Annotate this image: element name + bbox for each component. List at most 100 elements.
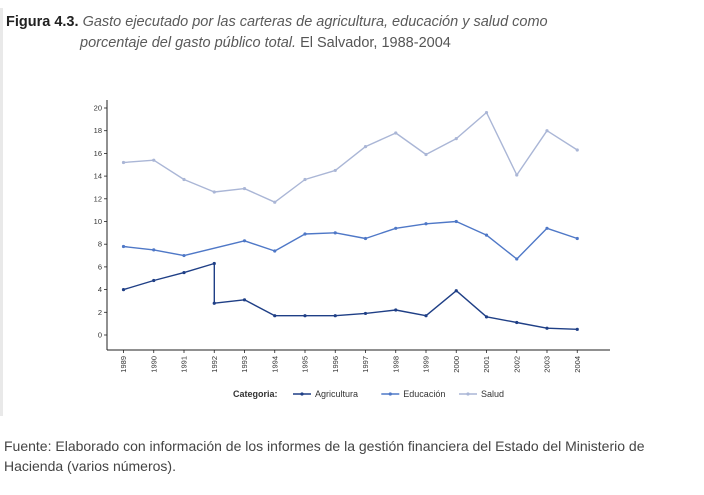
legend: Categoria: Agricultura Educación Salud (233, 389, 504, 399)
data-point (333, 168, 337, 173)
legend-marker (466, 392, 470, 396)
data-point (152, 158, 156, 162)
data-point (545, 326, 549, 330)
series-salud (121, 110, 579, 204)
x-tick-label: 1990 (149, 356, 158, 373)
y-axis-ticks: 0 2 4 6 8 10 12 14 16 18 20 (94, 104, 107, 340)
data-point (152, 278, 156, 283)
x-tick-label: 2003 (543, 356, 552, 373)
y-tick-label: 18 (94, 126, 102, 135)
data-point (152, 248, 156, 252)
data-point (303, 314, 307, 318)
data-point (363, 236, 368, 241)
y-tick-label: 12 (94, 194, 102, 203)
data-point (424, 222, 428, 226)
data-point (121, 288, 126, 292)
legend-item-agricultura: Agricultura (293, 389, 358, 399)
x-tick-label: 1996 (331, 356, 340, 373)
data-point (394, 131, 398, 135)
data-point (484, 233, 489, 237)
legend-title: Categoria: (233, 389, 278, 399)
y-tick-label: 14 (94, 172, 102, 181)
data-point (545, 129, 549, 133)
x-tick-label: 1997 (361, 356, 370, 373)
data-point (273, 249, 277, 253)
series-educacion (121, 219, 579, 261)
data-point (121, 160, 126, 165)
source-note: Fuente: Elaborado con información de los… (4, 438, 645, 474)
data-point (515, 320, 519, 325)
x-tick-label: 1989 (119, 356, 128, 373)
data-point (303, 177, 307, 182)
x-tick-label: 1992 (210, 356, 219, 373)
legend-marker (300, 392, 304, 396)
data-point (212, 301, 216, 305)
data-point (182, 177, 186, 182)
series-line-agricultura (123, 262, 578, 330)
x-tick-label: 2002 (512, 356, 521, 373)
data-point (303, 232, 307, 236)
data-point (545, 226, 549, 230)
data-point (212, 190, 216, 194)
legend-label: Agricultura (315, 389, 358, 399)
y-tick-label: 8 (98, 240, 102, 249)
data-point (454, 219, 458, 224)
x-tick-label: 2001 (482, 356, 491, 373)
series-line-salud (123, 111, 578, 203)
data-point (333, 231, 337, 235)
left-accent-bar (0, 8, 3, 416)
y-tick-label: 4 (98, 285, 102, 294)
data-point (363, 144, 368, 149)
data-point (575, 327, 579, 331)
legend-label: Educación (403, 389, 445, 399)
y-tick-label: 20 (94, 104, 102, 113)
data-point (242, 298, 247, 302)
caption-line-1: Figura 4.3. Gasto ejecutado por las cart… (6, 12, 696, 33)
y-tick-label: 16 (94, 149, 102, 158)
series-agricultura (121, 261, 579, 331)
y-tick-label: 10 (94, 217, 102, 226)
x-tick-label: 1994 (270, 356, 279, 373)
figure-title-line-2: porcentaje del gasto público total. (80, 35, 297, 51)
data-point (484, 110, 489, 115)
data-point (515, 173, 519, 177)
data-point (575, 148, 579, 152)
chart-axes (106, 100, 610, 351)
legend-label: Salud (481, 389, 504, 399)
x-tick-label: 1993 (240, 356, 249, 373)
legend-marker (388, 392, 392, 396)
x-tick-label: 1999 (422, 356, 431, 373)
figure-title-line-1: Gasto ejecutado por las carteras de agri… (82, 14, 548, 30)
legend-item-salud: Salud (459, 389, 504, 399)
data-point (424, 152, 428, 157)
data-point (454, 289, 458, 293)
y-tick-label: 6 (98, 262, 102, 271)
data-point (394, 226, 398, 230)
data-point (424, 314, 428, 318)
data-point (182, 270, 186, 275)
data-point (182, 253, 186, 258)
x-tick-label: 1995 (301, 356, 310, 373)
data-point (363, 311, 368, 316)
x-axis-ticks: 1989 1990 1991 1992 1993 1994 1995 1996 1997 1998… (119, 350, 582, 373)
x-tick-label: 1991 (180, 356, 189, 373)
data-point (515, 257, 519, 261)
figure-subtitle: El Salvador, 1988-2004 (300, 35, 451, 51)
caption-line-2: porcentaje del gasto público total. El S… (6, 33, 696, 54)
y-tick-label: 2 (98, 308, 102, 317)
data-point (121, 244, 126, 249)
data-point (273, 314, 277, 318)
figure-caption: Figura 4.3. Gasto ejecutado por las cart… (6, 12, 696, 54)
data-point (394, 308, 398, 312)
data-point (212, 261, 216, 266)
data-point (575, 236, 579, 241)
figure-label: Figura 4.3. (6, 14, 79, 30)
series-layer (121, 110, 579, 331)
data-point (242, 186, 247, 191)
x-tick-label: 2000 (452, 356, 461, 373)
x-tick-label: 1998 (391, 356, 400, 373)
data-point (484, 315, 489, 319)
series-line-educacion (123, 220, 578, 260)
data-point (454, 137, 458, 141)
